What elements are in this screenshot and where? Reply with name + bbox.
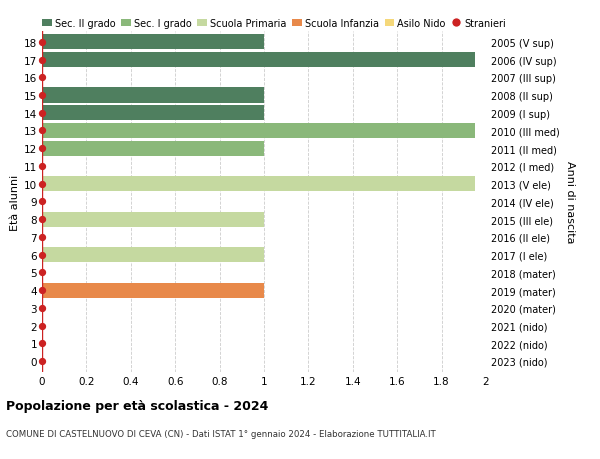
Bar: [42, 177, 475, 192]
Text: COMUNE DI CASTELNUOVO DI CEVA (CN) - Dati ISTAT 1° gennaio 2024 - Elaborazione T: COMUNE DI CASTELNUOVO DI CEVA (CN) - Dat…: [6, 429, 436, 438]
Bar: [42, 212, 264, 227]
Point: [37, 234, 47, 241]
Y-axis label: Età alunni: Età alunni: [10, 174, 20, 230]
Point: [37, 358, 47, 365]
Point: [37, 304, 47, 312]
Point: [37, 180, 47, 188]
Point: [37, 39, 47, 46]
Bar: [42, 88, 264, 103]
Point: [37, 216, 47, 224]
Bar: [42, 35, 264, 50]
Point: [37, 198, 47, 206]
Bar: [42, 53, 475, 68]
Legend: Sec. II grado, Sec. I grado, Scuola Primaria, Scuola Infanzia, Asilo Nido, Stran: Sec. II grado, Sec. I grado, Scuola Prim…: [42, 19, 506, 29]
Point: [37, 287, 47, 294]
Point: [37, 110, 47, 117]
Bar: [42, 106, 264, 121]
Bar: [42, 141, 264, 157]
Point: [37, 92, 47, 100]
Y-axis label: Anni di nascita: Anni di nascita: [565, 161, 575, 243]
Point: [37, 252, 47, 259]
Point: [37, 340, 47, 347]
Point: [37, 145, 47, 152]
Bar: [42, 283, 264, 298]
Point: [37, 57, 47, 64]
Point: [37, 74, 47, 82]
Bar: [42, 123, 475, 139]
Point: [37, 128, 47, 135]
Point: [37, 322, 47, 330]
Point: [37, 163, 47, 170]
Text: Popolazione per età scolastica - 2024: Popolazione per età scolastica - 2024: [6, 399, 268, 412]
Bar: [42, 247, 264, 263]
Point: [37, 269, 47, 276]
